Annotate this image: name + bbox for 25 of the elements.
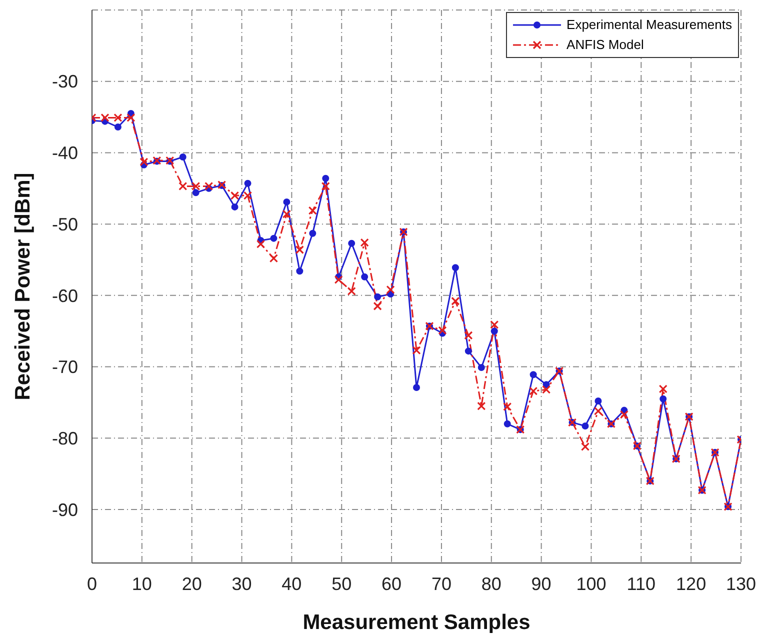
y-axis-title: Received Power [dBm] [11,172,34,400]
y-tick-label: -50 [52,214,78,234]
y-tick-label: -70 [52,357,78,378]
x-tick-label: 20 [182,574,202,594]
x-tick-label: 50 [332,574,352,594]
legend-label: ANFIS Model [566,36,644,54]
x-tick-label: 10 [132,574,152,594]
x-tick-label: 90 [531,574,552,594]
y-tick-label: -90 [52,500,78,520]
x-tick-label: 40 [282,574,302,594]
x-tick-label: 30 [232,574,252,594]
x-tick-label: 100 [576,574,606,594]
x-tick-label: 70 [431,574,452,594]
x-tick-label: 60 [382,574,402,594]
y-tick-label: -30 [52,72,78,92]
x-tick-label: 130 [726,574,756,594]
y-tick-label: -80 [52,428,78,449]
x-tick-label: 0 [86,574,98,594]
legend-label: Experimental Measurements [566,16,732,34]
x-tick-label: 80 [481,574,502,594]
y-tick-label: -40 [52,143,78,164]
x-tick-label: 120 [676,574,706,594]
x-axis-title: Measurement Samples [302,611,530,634]
y-tick-label: -60 [52,286,78,306]
x-tick-label: 110 [626,574,656,594]
